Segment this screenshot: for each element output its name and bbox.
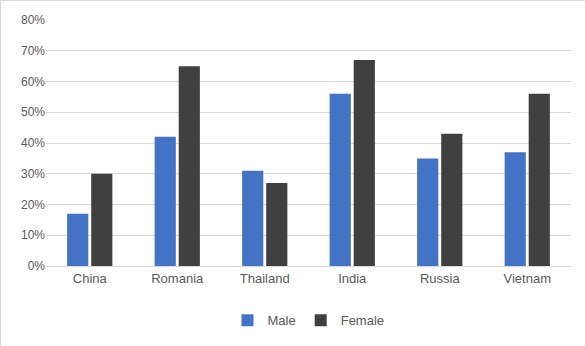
svg-text:Thailand: Thailand — [240, 271, 290, 286]
svg-text:30%: 30% — [21, 167, 45, 181]
svg-text:Vietnam: Vietnam — [504, 271, 551, 286]
svg-text:Female: Female — [341, 313, 384, 328]
svg-text:20%: 20% — [21, 198, 45, 212]
svg-text:China: China — [73, 271, 108, 286]
svg-text:40%: 40% — [21, 136, 45, 150]
svg-text:70%: 70% — [21, 44, 45, 58]
svg-text:80%: 80% — [21, 13, 45, 27]
svg-text:Russia: Russia — [420, 271, 461, 286]
svg-text:50%: 50% — [21, 105, 45, 119]
svg-text:60%: 60% — [21, 75, 45, 89]
svg-text:Male: Male — [268, 313, 296, 328]
svg-text:India: India — [338, 271, 367, 286]
svg-text:0%: 0% — [28, 259, 46, 273]
svg-text:Romania: Romania — [151, 271, 204, 286]
svg-text:10%: 10% — [21, 228, 45, 242]
